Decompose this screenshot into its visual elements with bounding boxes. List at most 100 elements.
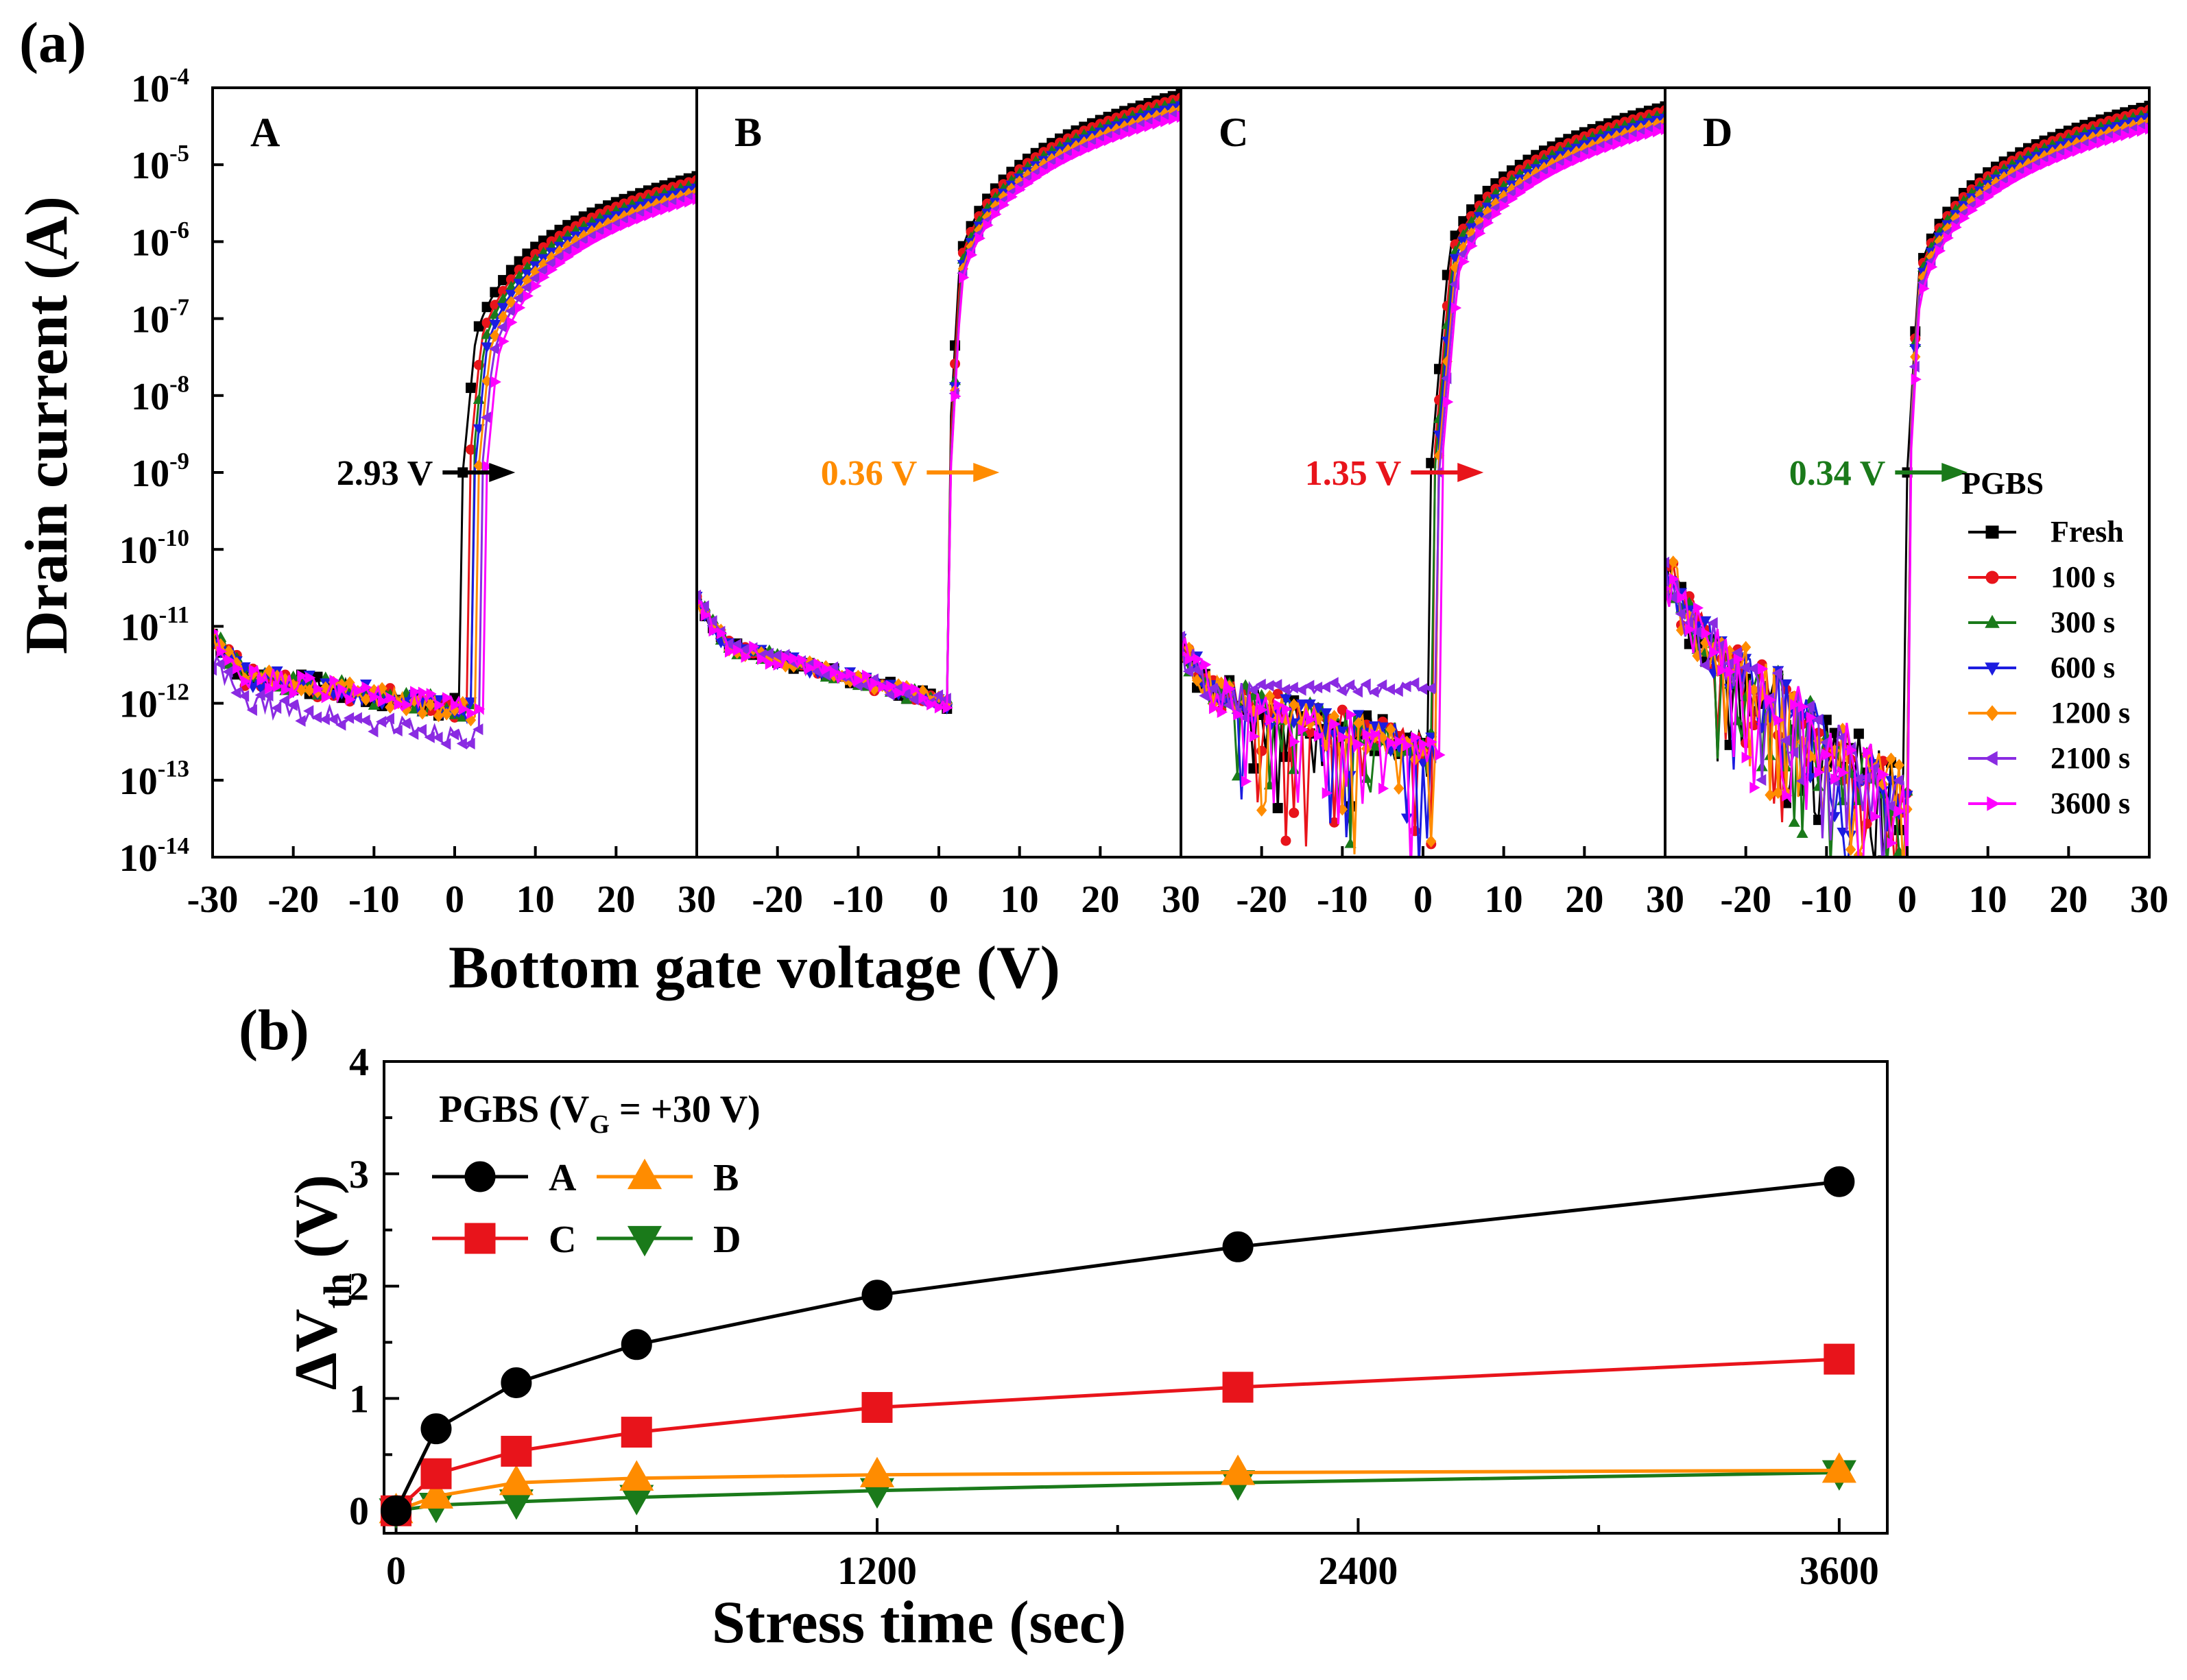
curve-point: [475, 703, 486, 715]
curve-point: [1182, 665, 1193, 677]
y-tick-label-base: 10: [131, 145, 169, 187]
curve-point: [473, 723, 483, 736]
y-tick-label: 10-4: [131, 63, 189, 110]
curve-point: [513, 292, 524, 304]
curve-point: [708, 625, 719, 637]
curve-point: [1814, 766, 1825, 778]
curve-point: [684, 195, 695, 208]
legend-marker: [1985, 705, 1999, 721]
curve-point: [1319, 681, 1330, 693]
curve-point: [1160, 115, 1171, 128]
curve-point: [1418, 738, 1430, 750]
curve-point: [1893, 758, 1904, 772]
delta-vth-sub: th: [315, 1273, 360, 1309]
y-tick-label-exp: -6: [169, 217, 189, 243]
y-tick-label-base: 10: [119, 760, 158, 803]
curve-point: [344, 676, 355, 689]
curve-point: [1295, 699, 1308, 710]
curve-point: [732, 644, 743, 656]
y-tick-label-exp: -10: [158, 525, 189, 551]
y-tick-label-base: 10: [131, 376, 169, 418]
curve-point: [232, 662, 243, 675]
curve-point: [1376, 679, 1387, 691]
curve-point: [359, 715, 370, 727]
panel-curves: [213, 171, 697, 750]
curve-point: [303, 705, 314, 717]
curve-point: [327, 713, 338, 725]
y-tick-label: 10-6: [131, 217, 189, 264]
curve-point: [644, 209, 655, 221]
legend-label: Fresh: [2051, 515, 2124, 549]
curve-point: [959, 272, 970, 284]
curve-point: [1548, 166, 1559, 178]
curve-point: [410, 686, 421, 698]
curve-point: [942, 701, 953, 714]
curve-point: [2032, 162, 2043, 174]
vth-shift-annotation: 0.34 V: [1789, 454, 1886, 493]
curve-point: [862, 669, 873, 682]
curve-point: [571, 245, 582, 257]
legend-marker: [1985, 525, 1999, 539]
y-tick-label-exp: -13: [158, 756, 189, 782]
curve-point: [1885, 752, 1897, 765]
curve-point: [1540, 171, 1551, 183]
curve-point: [1475, 227, 1486, 239]
curve-point: [1128, 125, 1139, 138]
curve-point: [1409, 677, 1420, 689]
curve-point: [2000, 180, 2011, 192]
curve-point: [1288, 718, 1300, 729]
curve-point: [441, 708, 452, 721]
y-tick-label: 10-14: [119, 832, 189, 880]
curve-point: [1047, 160, 1058, 173]
curve-point: [417, 707, 428, 720]
data-point-C: [420, 1458, 452, 1489]
y-tick-label-base: 10: [131, 453, 169, 495]
curve-point: [1112, 131, 1123, 143]
stress-time-axis-label: Stress time (sec): [712, 1589, 1126, 1656]
x-tick-label: 0: [386, 1548, 406, 1593]
curve-point: [1491, 208, 1502, 220]
curve-point: [531, 280, 542, 292]
curve-point: [1790, 699, 1801, 711]
curve-point: [1765, 694, 1777, 706]
curve-point: [1225, 683, 1236, 695]
curve-point: [392, 724, 403, 736]
curve-point: [1064, 152, 1075, 165]
transfer-curve: [213, 191, 697, 722]
curve-point: [717, 627, 728, 640]
curve-point: [263, 689, 274, 701]
data-point-C: [621, 1417, 652, 1448]
curve-point: [329, 674, 340, 686]
curve-point: [1499, 200, 1510, 212]
curve-point: [370, 691, 381, 703]
curve-point: [1773, 714, 1784, 726]
curve-point: [287, 699, 298, 711]
gate-voltage-axis-label: Bottom gate voltage (V): [449, 935, 1060, 1001]
curve-point: [1289, 807, 1300, 818]
curve-point: [507, 316, 518, 328]
curve-point: [765, 658, 776, 670]
curve-point: [1289, 736, 1300, 748]
curve-point: [1813, 780, 1825, 791]
curve-point: [1756, 773, 1767, 787]
x-tick-label: 30: [1646, 878, 1684, 921]
curve-point: [378, 695, 389, 708]
curve-point: [724, 645, 736, 658]
curve-point: [238, 690, 250, 702]
curve-point: [1313, 730, 1325, 742]
x-tick-label: -10: [833, 878, 884, 921]
y-tick-label-exp: -4: [169, 63, 189, 90]
data-point-A: [501, 1367, 532, 1398]
curve-point: [505, 289, 517, 300]
legend-label: 1200 s: [2051, 696, 2130, 730]
curve-point: [1336, 684, 1347, 697]
curve-point: [1555, 162, 1567, 174]
curve-point: [361, 681, 372, 694]
curve-point: [1411, 731, 1422, 744]
curve-point: [1852, 773, 1863, 785]
curve-point: [2072, 145, 2083, 157]
curve-point: [1797, 701, 1809, 713]
x-tick-label: -20: [752, 878, 803, 921]
data-point-A: [381, 1495, 412, 1526]
curve-point: [1288, 763, 1300, 774]
